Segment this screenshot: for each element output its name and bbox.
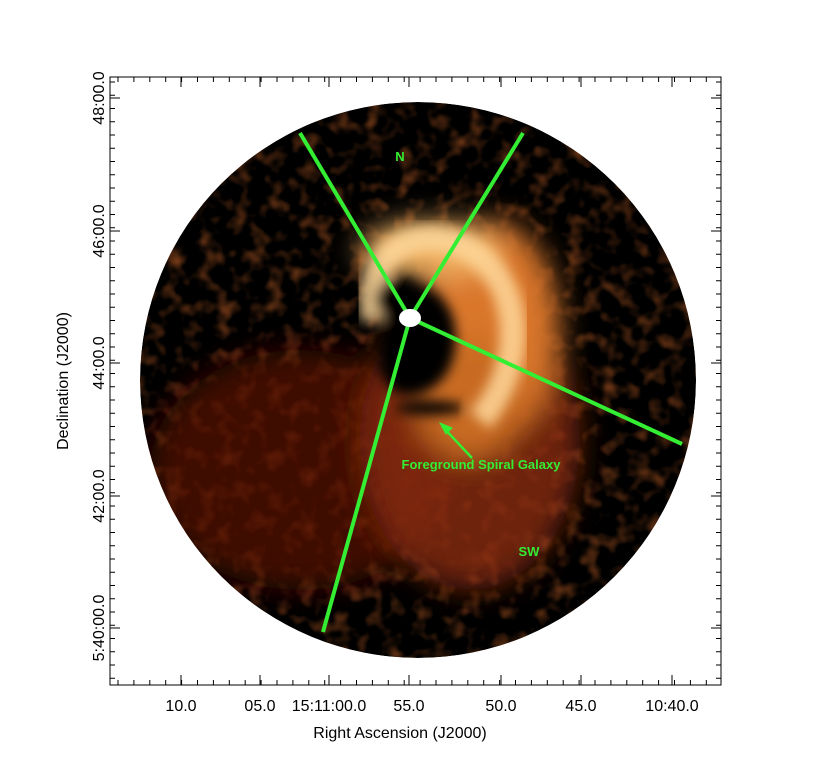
annotation-galaxy: Foreground Spiral Galaxy (402, 457, 562, 472)
x-tick-label: 45.0 (565, 698, 596, 715)
x-tick-label: 05.0 (244, 698, 275, 715)
sky-image (140, 102, 696, 658)
y-tick-label: 48:00.0 (91, 71, 108, 124)
annotation-sw: SW (519, 544, 541, 559)
y-tick-label: 44:00.0 (91, 336, 108, 389)
slit-lines (298, 131, 683, 633)
x-axis-label: Right Ascension (J2000) (313, 725, 486, 742)
x-tick-label: 15:11:00.0 (292, 698, 367, 715)
x-tick-label: 50.0 (485, 698, 516, 715)
ticks: 10.0 05.0 15:11:00.0 55.0 50.0 45.0 10:40.0 48:… (91, 71, 721, 715)
y-tick-label: 46:00.0 (91, 204, 108, 257)
y-tick-label: 5:40:00.0 (91, 595, 108, 662)
x-tick-label: 55.0 (393, 698, 424, 715)
frame (109, 76, 722, 686)
y-tick-label: 42:00.0 (91, 469, 108, 522)
annotation-n: N (395, 149, 404, 164)
x-tick-label: 10.0 (165, 698, 196, 715)
x-tick-label: 10:40.0 (645, 698, 698, 715)
y-axis-label: Declination (J2000) (55, 312, 72, 450)
star-marker (399, 309, 421, 327)
